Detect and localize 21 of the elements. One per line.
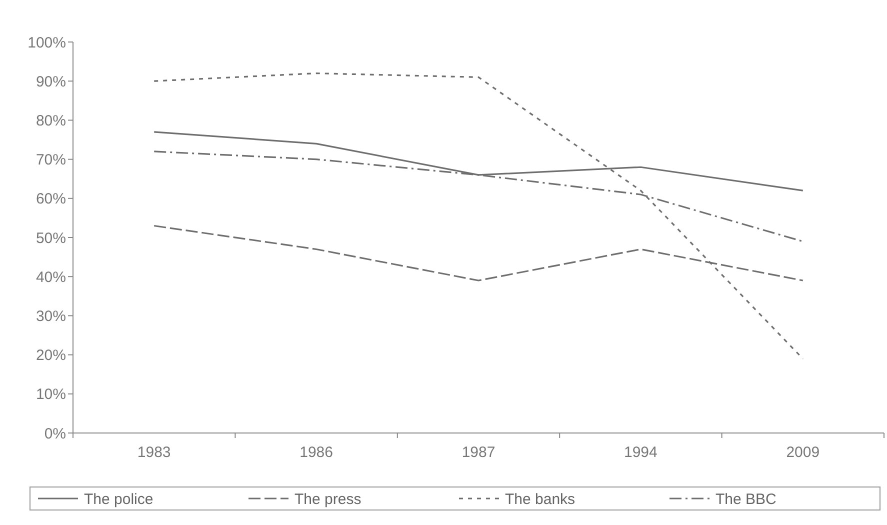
line-series: [153, 72, 804, 360]
legend-label: The police: [84, 490, 154, 508]
y-tick-label: 90%: [36, 73, 66, 90]
y-tick-label: 70%: [36, 152, 66, 169]
y-tick-label: 40%: [36, 268, 66, 286]
y-tick-label: 20%: [36, 347, 66, 364]
x-tick-label: 1983: [137, 444, 171, 461]
x-tick-label: 1994: [624, 444, 658, 461]
x-tick-label: 1986: [300, 444, 333, 461]
x-tick-label: 1987: [462, 444, 496, 461]
y-tick-label: 0%: [44, 425, 66, 442]
legend-label: The BBC: [716, 490, 777, 508]
y-tick-label: 60%: [36, 190, 66, 208]
x-tick-label: 2009: [786, 444, 820, 461]
y-tick-label: 10%: [36, 386, 66, 404]
y-tick-label: 30%: [36, 308, 66, 325]
legend-label: The press: [294, 490, 362, 508]
legend-label: The banks: [505, 490, 576, 508]
y-tick-label: 100%: [28, 34, 66, 52]
y-tick-label: 50%: [36, 230, 66, 247]
y-tick-label: 80%: [36, 112, 66, 130]
